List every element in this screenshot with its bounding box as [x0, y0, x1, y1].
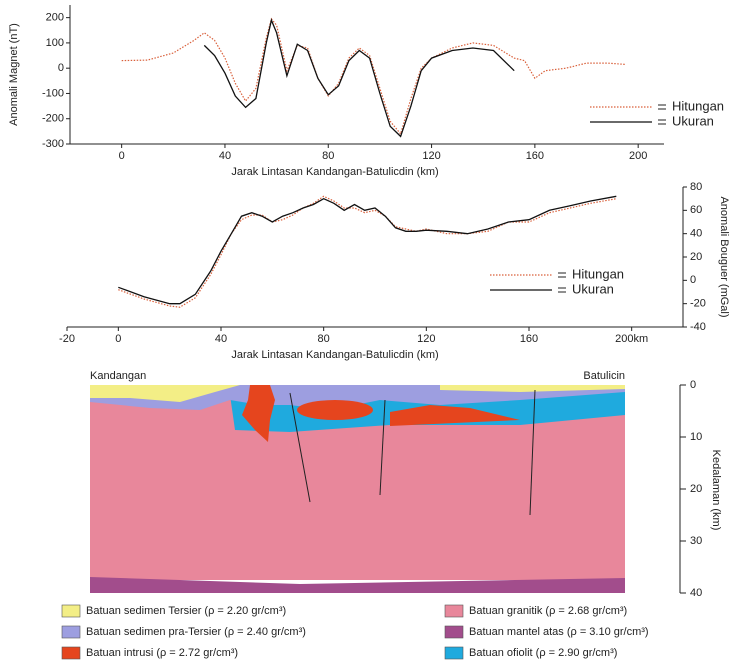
x-tick-label: 0	[119, 150, 125, 162]
legend-swatch	[61, 625, 81, 639]
legend-swatch	[61, 604, 81, 618]
depth-tick-label: 20	[690, 483, 702, 495]
series-line	[118, 195, 617, 308]
legend-label: Batuan sedimen pra-Tersier (ρ = 2.40 gr/…	[86, 626, 306, 638]
x-tick-label: 40	[219, 150, 231, 162]
y-tick-label: 0	[690, 274, 696, 286]
depth-tick-label: 40	[690, 587, 702, 599]
intrusion	[390, 405, 520, 426]
y-tick-label: 60	[690, 204, 702, 216]
y-tick-label: 200	[46, 12, 64, 24]
x-tick-label: 120	[417, 333, 435, 345]
legend-label: Ukuran	[572, 281, 614, 296]
y-tick-label: 100	[46, 37, 64, 49]
legend-label: Hitungan	[572, 266, 624, 281]
x-tick-label: 80	[322, 150, 334, 162]
y-tick-label: -200	[42, 113, 64, 125]
y-tick-label: -100	[42, 87, 64, 99]
y-axis-label: Anomali Magnet (nT)	[8, 23, 20, 126]
depth-tick-label: 30	[690, 535, 702, 547]
depth-label: Kedalaman (km)	[710, 450, 722, 531]
x-tick-label: 40	[215, 333, 227, 345]
legend-swatch	[444, 604, 464, 618]
legend-label: Batuan sedimen Tersier (ρ = 2.20 gr/cm³)	[86, 605, 286, 617]
y-axis-label: Anomali Bouguer (mGal)	[718, 196, 730, 317]
mantle-layer	[90, 577, 625, 593]
series-line	[118, 195, 617, 305]
depth-tick-label: 10	[690, 431, 702, 443]
intrusion	[242, 385, 275, 442]
series-line	[121, 17, 626, 136]
right-label: Batulicin	[583, 370, 625, 382]
legend-label: Batuan granitik (ρ = 2.68 gr/cm³)	[469, 605, 627, 617]
x-axis-label: Jarak Lintasan Kandangan-Batulicdin (km)	[231, 166, 438, 178]
x-tick-label: 0	[115, 333, 121, 345]
tertiary-layer	[90, 385, 240, 402]
legend-label: Hitungan	[672, 98, 724, 113]
y-tick-label: 80	[690, 181, 702, 193]
legend-swatch	[444, 646, 464, 660]
fault	[289, 392, 311, 503]
y-tick-label: -40	[690, 321, 706, 333]
y-tick-label: -20	[690, 298, 706, 310]
left-label: Kandangan	[90, 370, 146, 382]
legend-swatch	[61, 646, 81, 660]
tertiary-layer	[440, 385, 625, 392]
depth-tick-label: 0	[690, 379, 696, 391]
intrusion	[297, 400, 373, 420]
x-tick-label: 160	[526, 150, 544, 162]
y-tick-label: 40	[690, 228, 702, 240]
legend-label: Batuan ofiolit (ρ = 2.90 gr/cm³)	[469, 647, 617, 659]
legend-label: Batuan mantel atas (ρ = 3.10 gr/cm³)	[469, 626, 649, 638]
legend-label: Batuan intrusi (ρ = 2.72 gr/cm³)	[86, 647, 238, 659]
x-tick-label: 120	[422, 150, 440, 162]
x-axis-label: Jarak Lintasan Kandangan-Batulicdin (km)	[231, 349, 438, 361]
fault	[529, 389, 536, 516]
y-tick-label: -300	[42, 138, 64, 150]
cross-section: Kandangan Batulicin Kedalaman (km) 0 10 20…	[90, 370, 722, 599]
x-tick-label: 200	[629, 150, 647, 162]
series-line	[203, 18, 515, 138]
y-tick-label: 0	[58, 62, 64, 74]
legend-label: Ukuran	[672, 113, 714, 128]
x-tick-label: 80	[318, 333, 330, 345]
fault	[379, 399, 386, 496]
x-tick-label: -20	[59, 333, 75, 345]
y-tick-label: 20	[690, 251, 702, 263]
x-tick-label: 160	[520, 333, 538, 345]
x-tick-label: 200km	[615, 333, 648, 345]
legend-swatch	[444, 625, 464, 639]
